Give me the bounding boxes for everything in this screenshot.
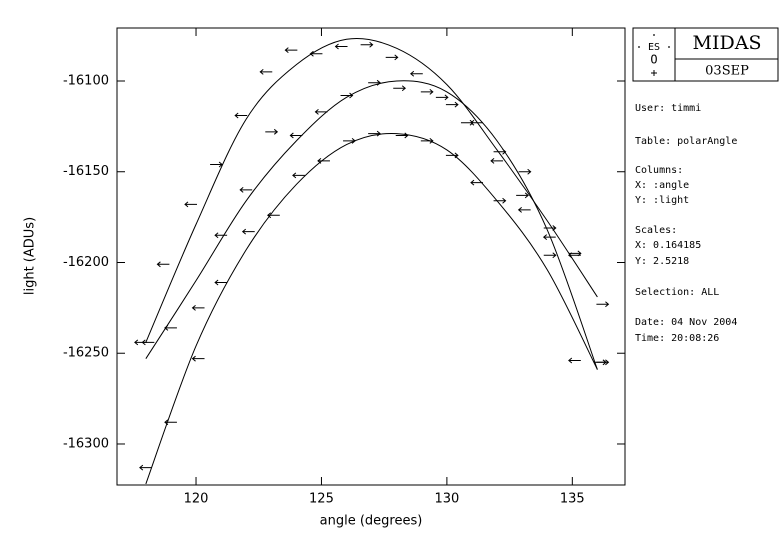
data-point bbox=[292, 172, 305, 179]
data-point bbox=[360, 41, 374, 48]
panel: ES O MIDAS 03SEP bbox=[632, 27, 779, 82]
y-tick-label: -16200 bbox=[63, 255, 109, 270]
data-point bbox=[368, 79, 381, 86]
data-point bbox=[164, 419, 177, 426]
data-point bbox=[265, 128, 279, 135]
data-point bbox=[445, 152, 459, 159]
data-point bbox=[156, 261, 170, 268]
panel-line: User: timmi bbox=[635, 103, 701, 114]
data-point bbox=[596, 301, 610, 308]
panel-subtitle: 03SEP bbox=[705, 64, 749, 79]
logo-dot bbox=[653, 34, 655, 36]
data-point bbox=[393, 85, 407, 92]
data-point bbox=[490, 157, 504, 164]
data-point bbox=[517, 206, 531, 213]
data-point bbox=[234, 112, 248, 119]
data-point bbox=[210, 161, 223, 168]
data-point bbox=[241, 228, 255, 235]
data-point bbox=[445, 101, 459, 108]
data-point bbox=[184, 201, 198, 208]
panel-line: Table: polarAngle bbox=[635, 136, 737, 147]
data-point bbox=[309, 50, 323, 57]
panel-box bbox=[632, 27, 779, 82]
logo-text: ES bbox=[648, 42, 660, 53]
logo-text: O bbox=[650, 53, 657, 67]
panel-line: Date: 04 Nov 2004 bbox=[635, 317, 737, 328]
panel-line: Selection: ALL bbox=[635, 287, 719, 298]
x-tick-label: 120 bbox=[184, 492, 209, 507]
data-point bbox=[543, 252, 557, 259]
plot-frame bbox=[116, 27, 626, 486]
logo-dot bbox=[668, 46, 670, 48]
data-point bbox=[239, 187, 253, 193]
data-point bbox=[284, 47, 298, 54]
data-point bbox=[191, 304, 205, 311]
data-point bbox=[410, 70, 423, 77]
logo-dot bbox=[638, 46, 640, 48]
y-tick-label: -16250 bbox=[63, 346, 109, 361]
data-point bbox=[568, 252, 581, 259]
panel-line: X: :angle bbox=[635, 180, 689, 191]
data-point bbox=[568, 357, 581, 364]
panel-line: Scales: bbox=[635, 225, 677, 236]
data-point bbox=[470, 179, 483, 186]
panel-line: Columns: bbox=[635, 165, 683, 176]
data-point bbox=[368, 130, 381, 137]
data-point bbox=[214, 279, 228, 286]
panel-line: Y: :light bbox=[635, 195, 689, 206]
data-point bbox=[317, 157, 330, 164]
data-point bbox=[191, 355, 205, 362]
data-point bbox=[267, 212, 280, 219]
panel-title: MIDAS bbox=[693, 32, 762, 54]
data-point bbox=[395, 132, 409, 139]
data-point bbox=[164, 324, 177, 331]
data-point bbox=[493, 148, 507, 155]
x-tick-label: 125 bbox=[309, 492, 334, 507]
data-point bbox=[435, 94, 449, 101]
data-point bbox=[518, 168, 532, 175]
data-point bbox=[493, 197, 507, 204]
panel-line: Y: 2.5218 bbox=[635, 256, 689, 267]
data-point bbox=[259, 69, 273, 75]
data-point bbox=[516, 192, 529, 199]
y-axis-label: light (ADUs) bbox=[23, 217, 38, 295]
fit-curve bbox=[145, 37, 598, 343]
panel-line: X: 0.164185 bbox=[635, 240, 701, 251]
data-point bbox=[420, 89, 434, 95]
data-point bbox=[334, 43, 348, 50]
logo-cross bbox=[651, 70, 657, 76]
fit-curve bbox=[145, 80, 598, 370]
data-point bbox=[340, 92, 354, 99]
data-point bbox=[420, 138, 434, 144]
data-point bbox=[596, 359, 610, 366]
fit-curve bbox=[145, 132, 598, 485]
data-point bbox=[139, 464, 152, 471]
y-tick-label: -16300 bbox=[63, 436, 109, 451]
data-point bbox=[343, 138, 356, 144]
data-point bbox=[385, 54, 399, 61]
y-tick-label: -16150 bbox=[63, 164, 109, 179]
x-tick-label: 135 bbox=[560, 492, 585, 507]
x-tick-label: 130 bbox=[434, 492, 459, 507]
data-point bbox=[542, 234, 556, 240]
x-axis-label: angle (degrees) bbox=[320, 514, 423, 529]
y-tick-label: -16100 bbox=[63, 73, 109, 88]
data-point bbox=[214, 232, 228, 239]
panel-line: Time: 20:08:26 bbox=[635, 333, 719, 344]
data-point bbox=[289, 132, 303, 139]
data-point bbox=[314, 108, 328, 115]
data-point bbox=[141, 339, 155, 346]
data-point bbox=[543, 225, 557, 231]
data-point bbox=[470, 119, 483, 126]
